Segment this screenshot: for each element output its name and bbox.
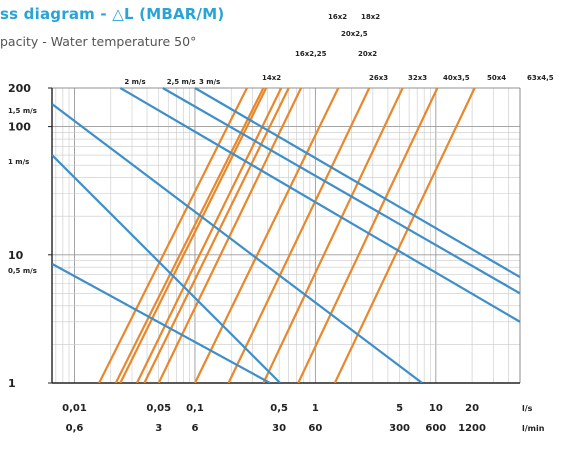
x-tick-label-ls: 5: [396, 403, 403, 414]
pipe-line: [297, 87, 439, 383]
pipe-size-label: 16x2: [328, 13, 347, 21]
y-tick-label: 100: [8, 121, 31, 134]
x-tick-label-ls: 0,01: [62, 403, 87, 414]
velocity-line: [119, 87, 520, 323]
x-tick-label-ls: 0,05: [146, 403, 171, 414]
x-tick-label-lmin: 60: [308, 423, 322, 434]
pipe-size-label: 40x3,5: [443, 74, 470, 82]
pipe-size-label: 50x4: [487, 74, 506, 82]
x-unit-ls: l/s: [522, 404, 533, 413]
pipe-size-label: 63x4,5: [527, 74, 554, 82]
pipe-size-label: 16x2,25: [295, 50, 327, 58]
pipe-size-label: 20x2: [358, 50, 377, 58]
x-tick-label-lmin: 0,6: [66, 423, 84, 434]
velocity-line: [194, 87, 520, 279]
x-tick-label-lmin: 6: [191, 423, 198, 434]
velocity-line-label: 2,5 m/s: [167, 78, 196, 86]
velocity-line-label: 1,5 m/s: [8, 107, 37, 115]
velocity-line: [52, 154, 281, 383]
velocity-line-label: 0,5 m/s: [8, 267, 37, 275]
pipe-line: [119, 87, 268, 383]
pipe-line: [135, 87, 283, 383]
x-tick-label-lmin: 30: [272, 423, 286, 434]
x-tick-label-lmin: 1200: [458, 423, 486, 434]
x-tick-label-lmin: 3: [155, 423, 162, 434]
velocity-line-label: 3 m/s: [199, 78, 220, 86]
velocity-line: [52, 103, 423, 383]
pipe-line: [262, 87, 404, 383]
velocity-line-label: 1 m/s: [8, 158, 29, 166]
pipe-line: [227, 87, 371, 383]
pipe-line: [143, 87, 290, 383]
velocity-line: [162, 87, 520, 295]
pipe-size-label: 32x3: [408, 74, 427, 82]
pipe-line: [193, 87, 340, 383]
x-unit-lmin: l/min: [522, 424, 545, 433]
x-tick-label-lmin: 600: [425, 423, 446, 434]
pipe-line: [114, 87, 265, 383]
x-tick-label-ls: 10: [429, 403, 443, 414]
velocity-lines: [52, 87, 520, 383]
x-tick-label-lmin: 300: [389, 423, 410, 434]
velocity-line-label: 2 m/s: [124, 78, 145, 86]
x-tick-label-ls: 0,1: [186, 403, 204, 414]
pipe-size-label: 20x2,5: [341, 30, 368, 38]
pipe-line: [98, 87, 248, 383]
y-tick-label: 1: [8, 377, 16, 390]
y-tick-label: 10: [8, 249, 24, 262]
x-tick-label-ls: 1: [312, 403, 319, 414]
pipe-size-label: 26x3: [369, 74, 388, 82]
plot-frame: [51, 87, 521, 384]
chart-labels: 200 100 10 1 0,01 0,05 0,1 0,5 1 5 10 20 0,6 3 6 30 60 30…: [8, 13, 554, 434]
x-tick-label-ls: 0,5: [270, 403, 288, 414]
x-tick-label-ls: 20: [465, 403, 479, 414]
pipe-size-label: 18x2: [361, 13, 380, 21]
velocity-line: [52, 262, 271, 383]
pipe-size-label: 14x2: [262, 74, 281, 82]
chart-title: ss diagram - △L (MBAR/M): [0, 5, 225, 23]
chart-subtitle: pacity - Water temperature 50°: [0, 34, 197, 49]
y-tick-label: 200: [8, 82, 31, 95]
